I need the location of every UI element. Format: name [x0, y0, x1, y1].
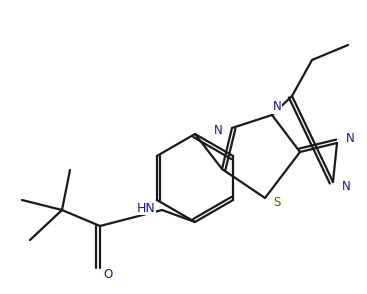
Text: O: O	[103, 268, 113, 280]
Text: N: N	[342, 180, 350, 193]
Text: N: N	[214, 123, 222, 136]
Text: N: N	[273, 101, 281, 113]
Text: S: S	[273, 196, 281, 208]
Text: N: N	[346, 131, 355, 144]
Text: HN: HN	[137, 201, 155, 215]
